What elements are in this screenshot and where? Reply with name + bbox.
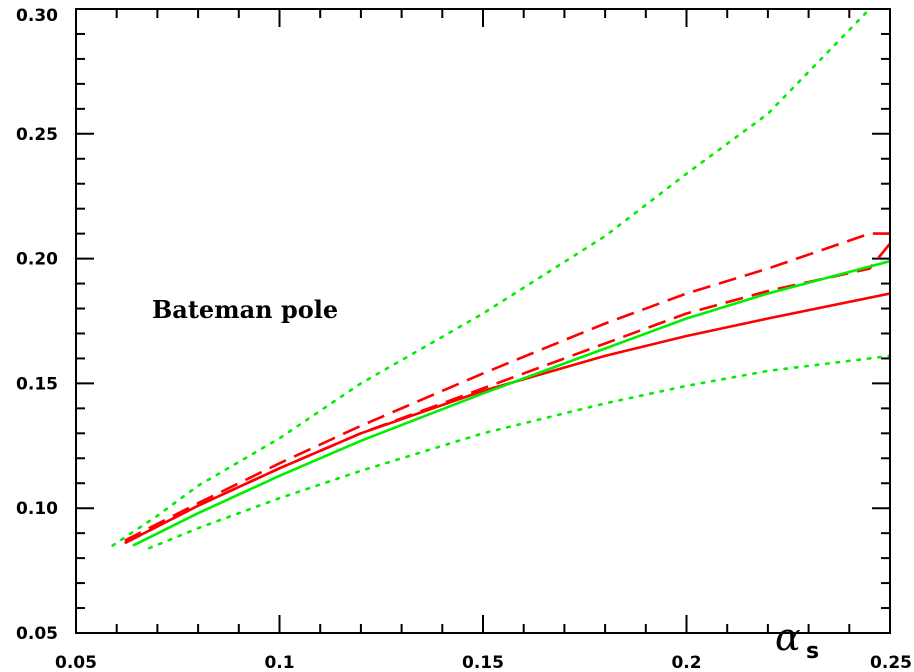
y-tick-label: 0.10 (16, 499, 58, 519)
series-layer (111, 7, 892, 550)
annotation-label: Bateman pole (152, 295, 338, 324)
y-tick-label: 0.20 (16, 250, 58, 270)
series-line-3 (124, 242, 892, 545)
series-line-2 (124, 232, 890, 542)
y-tick-label: 0.15 (16, 374, 58, 394)
plot-frame (75, 8, 891, 634)
series-line-6 (148, 354, 892, 550)
series-line-5 (111, 7, 871, 547)
series-line-1 (124, 292, 891, 545)
x-axis-label: α (775, 615, 801, 659)
x-axis-label-subscript: s (806, 639, 819, 664)
ticks-layer (75, 8, 891, 634)
y-tick-label: 0.25 (16, 125, 58, 145)
x-tick-label: 0.15 (462, 653, 504, 672)
labels-layer: 0.05 0.1 0.15 0.2 0.25 0.05 0.10 0.15 0.20 0.25 0.… (16, 6, 912, 672)
series-line-4 (132, 259, 891, 547)
y-tick-label: 0.30 (16, 6, 58, 26)
x-tick-label: 0.05 (55, 653, 97, 672)
x-tick-label: 0.25 (870, 653, 912, 672)
y-tick-label: 0.05 (16, 624, 58, 644)
x-tick-label: 0.1 (264, 653, 294, 672)
x-tick-label: 0.2 (671, 653, 701, 672)
